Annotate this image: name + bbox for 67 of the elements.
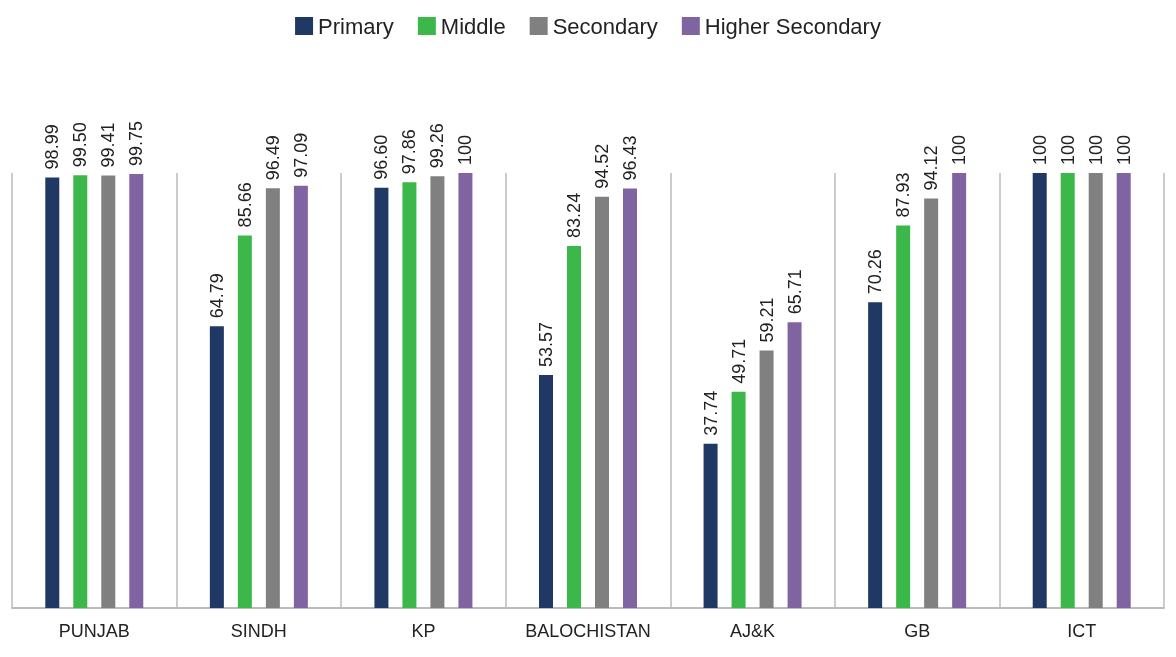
data-label: 65.71 [784, 269, 805, 315]
legend-label: Secondary [552, 13, 658, 39]
data-label: 96.49 [262, 135, 283, 181]
legend-label: Primary [318, 13, 394, 39]
data-label: 100 [455, 134, 476, 165]
bar [1032, 173, 1047, 608]
data-label: 100 [1085, 134, 1106, 165]
bar [731, 391, 746, 608]
bar [539, 374, 553, 608]
data-label: 100 [1057, 134, 1078, 165]
bar [787, 322, 802, 608]
data-label: 83.24 [564, 192, 584, 238]
bar [402, 182, 417, 608]
data-label: 98.99 [42, 124, 63, 170]
data-label: 87.93 [893, 172, 914, 218]
data-label: 97.86 [399, 129, 420, 175]
bar [1116, 173, 1131, 608]
legend-label: Higher Secondary [704, 13, 881, 39]
data-label: 94.12 [921, 145, 942, 191]
data-label: 99.41 [98, 122, 119, 168]
data-label: 94.52 [592, 143, 612, 189]
bar [293, 185, 308, 608]
bar [430, 176, 445, 608]
data-label: 53.57 [536, 321, 556, 367]
bar [703, 443, 718, 608]
bar [759, 350, 774, 608]
x-tick-label: AJ&K [730, 621, 776, 641]
bar [868, 302, 883, 608]
bar [73, 175, 88, 608]
bar [595, 196, 609, 608]
bar [101, 175, 116, 608]
data-label: 96.43 [620, 135, 640, 181]
bar [896, 225, 911, 608]
bar [567, 245, 581, 608]
data-label: 85.66 [234, 182, 255, 228]
x-tick-label: ICT [1067, 621, 1097, 641]
data-label: 100 [1113, 134, 1134, 165]
data-label: 49.71 [728, 338, 749, 384]
data-label: 97.09 [290, 132, 311, 178]
bar [374, 187, 389, 608]
bar [623, 188, 637, 608]
bar [45, 177, 60, 608]
bar [265, 188, 280, 608]
data-label: 99.50 [70, 122, 91, 168]
bar [924, 198, 939, 608]
data-label: 99.26 [427, 123, 448, 169]
x-tick-label: KP [411, 621, 436, 641]
bar [458, 173, 473, 608]
bar [209, 326, 224, 608]
bar [1060, 173, 1075, 608]
data-label: 96.60 [371, 134, 392, 180]
bar [129, 174, 144, 608]
data-label: 70.26 [865, 249, 886, 295]
bar [952, 173, 967, 608]
data-label: 59.21 [756, 297, 777, 343]
data-label: 100 [949, 134, 970, 165]
data-label: 64.79 [206, 273, 227, 319]
x-tick-label: BALOCHISTAN [525, 621, 651, 641]
x-tick-label: SINDH [230, 621, 287, 641]
bar [237, 235, 252, 608]
data-label: 100 [1029, 134, 1050, 165]
x-tick-label: PUNJAB [58, 621, 130, 641]
bar [1088, 173, 1103, 608]
x-tick-label: GB [904, 621, 931, 641]
legend-label: Middle [440, 13, 506, 39]
data-label: 37.74 [700, 390, 721, 436]
data-label: 99.75 [126, 121, 147, 167]
